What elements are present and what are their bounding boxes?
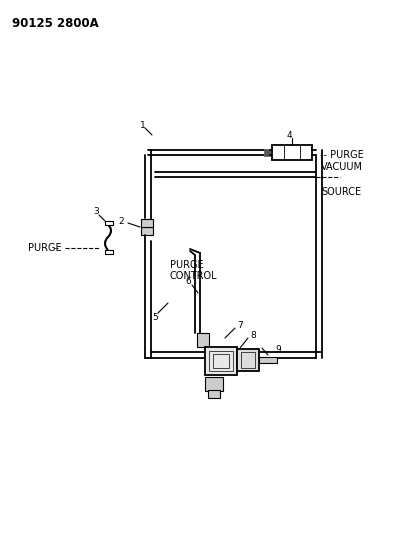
Text: 5: 5 [152, 312, 158, 321]
Text: PURGE: PURGE [170, 260, 204, 270]
Bar [141, 219, 153, 227]
Bar [205, 377, 223, 391]
Text: 90125 2800A: 90125 2800A [12, 17, 99, 30]
Bar [205, 347, 237, 375]
Text: --: -- [54, 245, 60, 254]
Text: 9: 9 [275, 345, 281, 354]
Text: 2: 2 [118, 216, 124, 225]
Text: 7: 7 [237, 320, 243, 329]
Bar [141, 227, 153, 235]
Bar [209, 351, 233, 371]
Bar [237, 349, 259, 371]
Text: 1: 1 [140, 120, 146, 130]
Bar [259, 357, 277, 363]
Bar [208, 390, 220, 398]
Bar [272, 145, 312, 160]
Text: CONTROL: CONTROL [170, 271, 217, 281]
Bar [105, 250, 113, 254]
Bar [241, 352, 255, 368]
Text: 8: 8 [250, 330, 256, 340]
Text: 3: 3 [93, 207, 99, 216]
Text: VACUUM: VACUUM [321, 162, 363, 172]
Bar [105, 221, 113, 225]
Bar [197, 333, 209, 347]
Text: 6: 6 [185, 277, 191, 286]
Bar [213, 354, 229, 368]
Text: -- PURGE: -- PURGE [320, 150, 364, 160]
Bar [264, 149, 270, 156]
Text: 4: 4 [286, 131, 292, 140]
Text: SOURCE: SOURCE [321, 187, 361, 197]
Text: PURGE: PURGE [28, 243, 61, 253]
